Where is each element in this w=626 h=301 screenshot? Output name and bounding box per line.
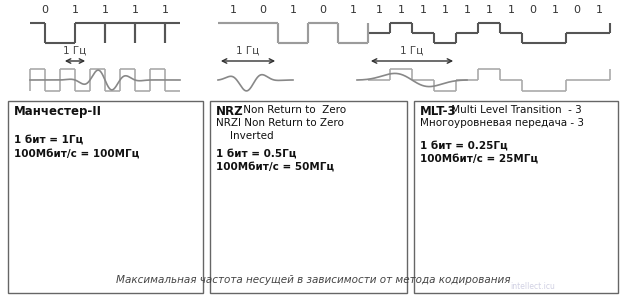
Text: 1: 1 [376,5,382,15]
Text: Манчестер-II: Манчестер-II [14,105,102,118]
Text: 1: 1 [441,5,448,15]
Text: Non Return to  Zero: Non Return to Zero [240,105,346,115]
Text: 100Мбит/с = 50МГц: 100Мбит/с = 50МГц [216,162,334,172]
Text: 1: 1 [71,5,78,15]
Text: 1 бит = 1Гц: 1 бит = 1Гц [14,135,83,145]
Text: Multi Level Transition  - 3: Multi Level Transition - 3 [448,105,582,115]
Text: MLT-3: MLT-3 [420,105,456,118]
Text: 0: 0 [319,5,327,15]
Bar [414,101,618,293]
Bar [210,101,407,293]
Text: 1: 1 [419,5,426,15]
Text: 1: 1 [552,5,558,15]
Text: 100Мбит/с = 100МГц: 100Мбит/с = 100МГц [14,149,140,159]
Text: 1: 1 [398,5,404,15]
Text: 1 Гц: 1 Гц [63,46,86,56]
Text: NRZ: NRZ [216,105,244,118]
Text: 0: 0 [41,5,48,15]
Text: 1: 1 [463,5,471,15]
Text: 100Мбит/с = 25МГц: 100Мбит/с = 25МГц [420,154,538,164]
Text: 0: 0 [573,5,580,15]
Text: intellect.icu: intellect.icu [510,282,555,291]
Text: 0: 0 [530,5,536,15]
Text: NRZI Non Return to Zero: NRZI Non Return to Zero [216,118,344,128]
Text: 1: 1 [508,5,515,15]
Text: 1: 1 [101,5,108,15]
Text: Inverted: Inverted [230,131,274,141]
Text: 1 Гц: 1 Гц [401,46,424,56]
Text: 1 бит = 0.5Гц: 1 бит = 0.5Гц [216,149,297,159]
Text: 1: 1 [595,5,602,15]
Text: 1: 1 [486,5,493,15]
Text: 1: 1 [349,5,356,15]
Text: 1 Гц: 1 Гц [237,46,260,56]
Text: Максимальная частота несущей в зависимости от метода кодирования: Максимальная частота несущей в зависимос… [116,275,510,285]
Bar [8,101,203,293]
Text: 1: 1 [289,5,297,15]
Text: 0: 0 [260,5,267,15]
Text: 1: 1 [230,5,237,15]
Text: 1: 1 [162,5,168,15]
Text: Многоуровневая передача - 3: Многоуровневая передача - 3 [420,118,584,128]
Text: 1 бит = 0.25Гц: 1 бит = 0.25Гц [420,141,508,151]
Text: 1: 1 [131,5,138,15]
